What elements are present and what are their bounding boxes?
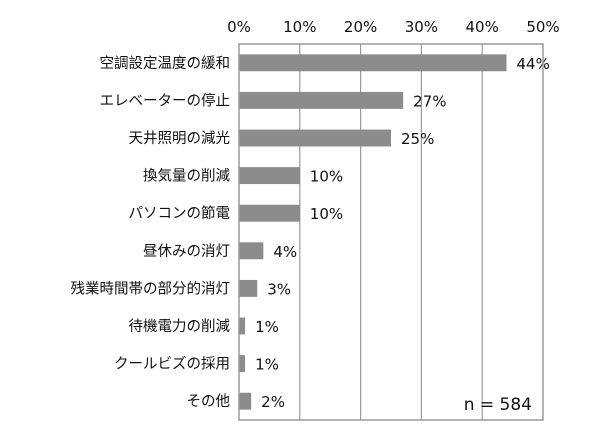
- data-label: 10%: [310, 168, 343, 186]
- data-label: 4%: [273, 243, 297, 261]
- category-label: 天井照明の減光: [129, 130, 231, 147]
- bars: [239, 54, 507, 410]
- data-label: 1%: [255, 356, 279, 374]
- data-label: 3%: [267, 280, 291, 298]
- sample-size-note: n = 584: [464, 395, 532, 415]
- category-label: 昼休みの消灯: [143, 243, 230, 260]
- bar: [239, 204, 300, 222]
- bar: [239, 242, 264, 260]
- bar: [239, 167, 300, 185]
- x-tick-label: 10%: [283, 18, 316, 36]
- category-label: 空調設定温度の緩和: [100, 55, 231, 72]
- category-label: パソコンの節電: [129, 204, 231, 222]
- bar: [239, 129, 391, 147]
- category-label: クールビズの採用: [114, 356, 230, 373]
- data-label: 44%: [517, 55, 550, 73]
- x-tick-label: 20%: [344, 18, 377, 36]
- bar: [239, 355, 246, 373]
- bar: [239, 279, 258, 297]
- x-tick-label: 30%: [405, 18, 438, 36]
- x-tick-label: 50%: [526, 18, 559, 36]
- x-tick-label: 0%: [227, 18, 251, 36]
- plot-frame: [238, 43, 544, 421]
- data-label: 25%: [401, 130, 434, 148]
- bar: [239, 91, 404, 109]
- bar: [239, 54, 507, 72]
- category-label: 残業時間帯の部分的消灯: [71, 280, 231, 297]
- data-labels: 44% 27% 25% 10% 10% 4% 3% 1% 1% 2%: [255, 55, 550, 411]
- category-label: 待機電力の削減: [129, 318, 231, 335]
- category-labels: 空調設定温度の緩和エレベーターの停止天井照明の減光換気量の削減パソコンの節電昼休…: [71, 55, 231, 410]
- x-tick-labels: 0% 10% 20% 30% 40% 50%: [227, 18, 560, 36]
- data-label: 2%: [261, 393, 285, 411]
- category-label: エレベーターの停止: [100, 92, 231, 109]
- bar: [239, 317, 246, 335]
- x-tick-label: 40%: [466, 18, 499, 36]
- category-label: 換気量の削減: [143, 168, 230, 185]
- category-label: その他: [187, 393, 231, 410]
- data-label: 27%: [413, 92, 446, 110]
- bar: [239, 392, 252, 410]
- data-label: 10%: [310, 205, 343, 223]
- data-label: 1%: [255, 318, 279, 336]
